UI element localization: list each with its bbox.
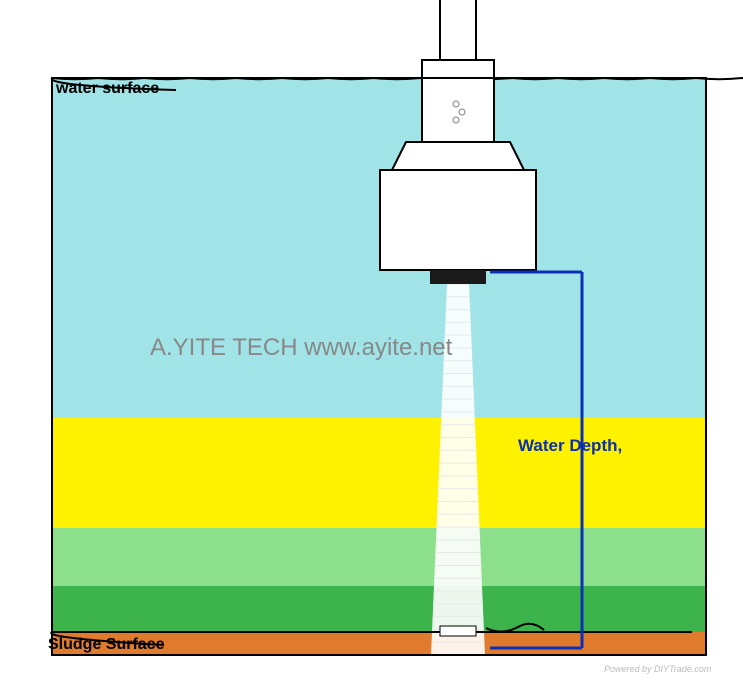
lightgreen-layer xyxy=(52,528,706,586)
sensor-shoulder xyxy=(392,142,524,170)
beam-footplate xyxy=(440,626,476,636)
water-surface-label: water surface xyxy=(56,80,159,98)
water-depth-label: Water Depth, xyxy=(518,436,622,456)
sludge-surface-label: Sludge Surface xyxy=(48,636,164,654)
sensor-body xyxy=(380,170,536,270)
green-layer xyxy=(52,586,706,632)
sensor-upper-housing xyxy=(422,60,494,142)
credit-text: Powered by DIYTrade.com xyxy=(604,664,711,674)
yellow-layer xyxy=(52,418,706,528)
watermark-text: A.YITE TECH www.ayite.net xyxy=(150,334,452,362)
sensor-emitter xyxy=(430,270,486,284)
